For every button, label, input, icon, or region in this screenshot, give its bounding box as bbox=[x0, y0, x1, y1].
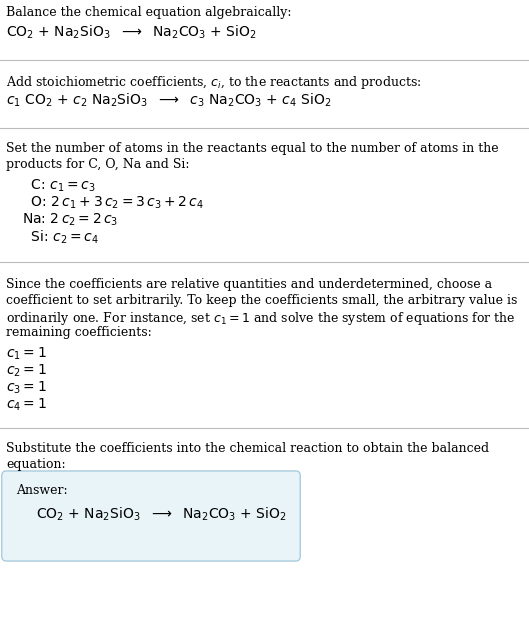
Text: ordinarily one. For instance, set $c_1 = 1$ and solve the system of equations fo: ordinarily one. For instance, set $c_1 =… bbox=[6, 310, 516, 327]
Text: Answer:: Answer: bbox=[16, 484, 68, 497]
Text: products for C, O, Na and Si:: products for C, O, Na and Si: bbox=[6, 158, 189, 171]
Text: Add stoichiometric coefficients, $c_i$, to the reactants and products:: Add stoichiometric coefficients, $c_i$, … bbox=[6, 74, 422, 91]
Text: Balance the chemical equation algebraically:: Balance the chemical equation algebraica… bbox=[6, 6, 291, 19]
Text: coefficient to set arbitrarily. To keep the coefficients small, the arbitrary va: coefficient to set arbitrarily. To keep … bbox=[6, 294, 517, 307]
Text: Set the number of atoms in the reactants equal to the number of atoms in the: Set the number of atoms in the reactants… bbox=[6, 142, 499, 155]
Text: CO$_2$ + Na$_2$SiO$_3$  $\longrightarrow$  Na$_2$CO$_3$ + SiO$_2$: CO$_2$ + Na$_2$SiO$_3$ $\longrightarrow$… bbox=[36, 506, 287, 524]
Text: Substitute the coefficients into the chemical reaction to obtain the balanced: Substitute the coefficients into the che… bbox=[6, 442, 489, 455]
Text: $c_3 = 1$: $c_3 = 1$ bbox=[6, 380, 47, 396]
Text: CO$_2$ + Na$_2$SiO$_3$  $\longrightarrow$  Na$_2$CO$_3$ + SiO$_2$: CO$_2$ + Na$_2$SiO$_3$ $\longrightarrow$… bbox=[6, 24, 257, 41]
Text: $c_1$ CO$_2$ + $c_2$ Na$_2$SiO$_3$  $\longrightarrow$  $c_3$ Na$_2$CO$_3$ + $c_4: $c_1$ CO$_2$ + $c_2$ Na$_2$SiO$_3$ $\lon… bbox=[6, 92, 331, 109]
Text: remaining coefficients:: remaining coefficients: bbox=[6, 326, 152, 339]
Text: Na: $2\,c_2 = 2\,c_3$: Na: $2\,c_2 = 2\,c_3$ bbox=[22, 212, 118, 228]
Text: $c_4 = 1$: $c_4 = 1$ bbox=[6, 397, 47, 413]
FancyBboxPatch shape bbox=[2, 471, 300, 561]
Text: $c_2 = 1$: $c_2 = 1$ bbox=[6, 363, 47, 379]
Text: O: $2\,c_1 + 3\,c_2 = 3\,c_3 + 2\,c_4$: O: $2\,c_1 + 3\,c_2 = 3\,c_3 + 2\,c_4$ bbox=[22, 195, 204, 211]
Text: $c_1 = 1$: $c_1 = 1$ bbox=[6, 346, 47, 362]
Text: Since the coefficients are relative quantities and underdetermined, choose a: Since the coefficients are relative quan… bbox=[6, 278, 492, 291]
Text: equation:: equation: bbox=[6, 458, 66, 471]
Text: Si: $c_2 = c_4$: Si: $c_2 = c_4$ bbox=[22, 229, 99, 246]
Text: C: $c_1 = c_3$: C: $c_1 = c_3$ bbox=[22, 178, 96, 194]
